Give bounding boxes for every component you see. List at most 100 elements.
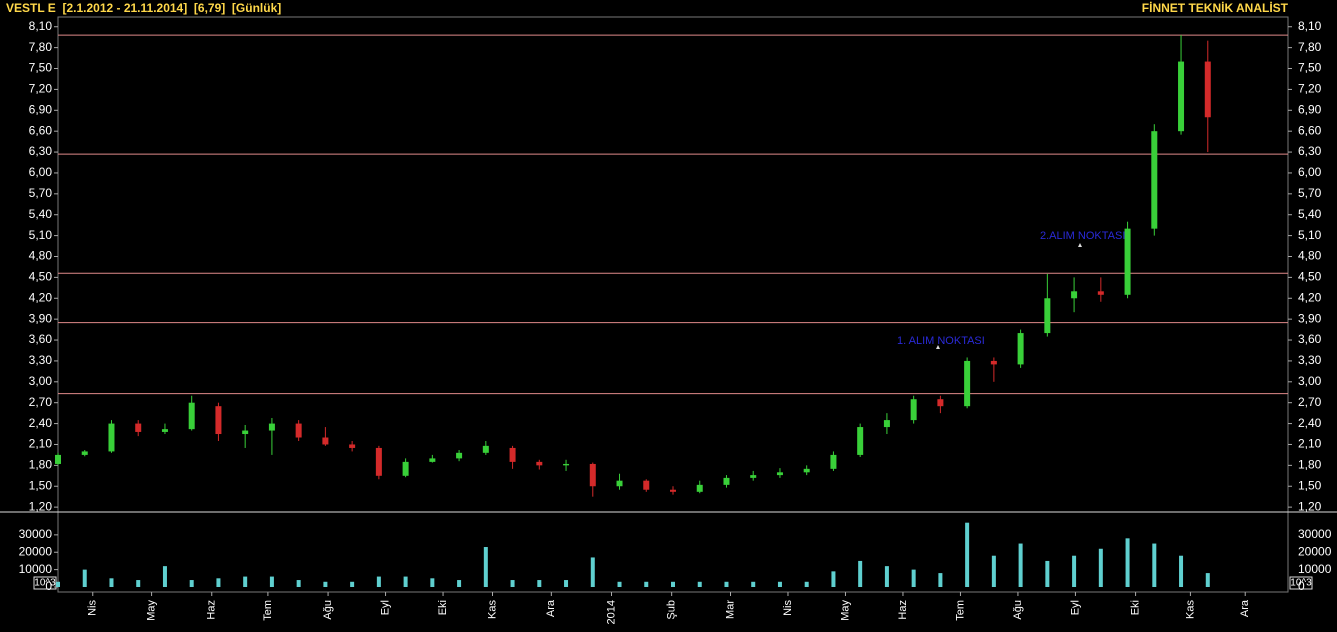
candle-body [670, 489, 676, 492]
unit-box [1289, 576, 1313, 590]
y-tick-label: 4,20 [1298, 290, 1322, 304]
volume-bar [350, 581, 355, 587]
volume-bar [216, 578, 221, 587]
y-tick-label: 4,50 [1298, 270, 1322, 284]
candle-body [322, 437, 329, 445]
candle-body [563, 463, 570, 466]
y-tick-label: 5,70 [29, 186, 53, 200]
candle-body [1178, 61, 1185, 132]
x-tick-label: Ara [545, 599, 557, 617]
x-tick-label: Nis [782, 600, 794, 616]
candle-body [857, 427, 864, 455]
y-tick-label: 4,80 [29, 249, 53, 263]
y-tick-label: 2,70 [1298, 395, 1322, 409]
x-tick-label: 2014 [605, 600, 617, 624]
candle-body [696, 484, 703, 492]
unit-label: 10^3 [34, 578, 56, 589]
y-tick-label: 6,00 [1298, 165, 1322, 179]
volume-bar [671, 581, 675, 587]
x-tick-label: Şub [666, 600, 678, 620]
x-tick-label: Eyl [379, 600, 391, 615]
candle-body [776, 472, 783, 476]
unit-label: 10^3 [1290, 578, 1312, 589]
volume-bar [777, 581, 782, 587]
volume-bar [457, 580, 462, 587]
volume-bar [724, 581, 729, 587]
volume-bar [991, 555, 996, 587]
volume-bar [590, 557, 595, 587]
x-tick-label: Tem [262, 600, 274, 621]
y-tick-label: 3,60 [29, 332, 53, 346]
candle-body [55, 454, 61, 464]
y-tick-label: 7,50 [29, 61, 53, 75]
x-tick-label: Eki [1129, 600, 1141, 615]
y-tick-label: 6,60 [1298, 123, 1322, 137]
volume-bar [403, 576, 408, 587]
volume-bar [510, 580, 515, 587]
y-tick-label: 30000 [1298, 527, 1332, 541]
candle-body [81, 451, 88, 455]
y-tick-label: 6,90 [1298, 102, 1322, 116]
annotation-marker [1078, 243, 1082, 247]
volume-bar [831, 571, 836, 587]
y-tick-label: 3,30 [29, 353, 53, 367]
y-tick-label: 2,10 [29, 437, 53, 451]
y-tick-label: 3,90 [29, 311, 53, 325]
candle-body [482, 445, 489, 453]
candle-body [402, 461, 409, 476]
y-tick-label: 6,30 [1298, 144, 1322, 158]
volume-bar [376, 576, 381, 587]
candle-body [456, 452, 463, 459]
x-tick-label: May [839, 600, 851, 621]
y-tick-label: 5,40 [29, 207, 53, 221]
volume-bar [1125, 538, 1130, 587]
volume-bar [189, 580, 194, 587]
y-tick-label: 4,80 [1298, 249, 1322, 263]
candle-body [135, 423, 142, 432]
candle-body [803, 468, 810, 473]
y-tick-label: 6,00 [29, 165, 53, 179]
y-tick-label: 3,00 [1298, 374, 1322, 388]
volume-bar [1018, 543, 1023, 587]
volume-bar [751, 581, 756, 587]
candle-body [643, 480, 650, 490]
y-tick-label: 3,60 [1298, 332, 1322, 346]
y-tick-label: 20000 [19, 544, 53, 558]
candle-body [723, 477, 730, 485]
y-tick-label: 7,80 [29, 40, 53, 54]
volume-bar [269, 576, 274, 587]
y-tick-label: 6,60 [29, 123, 53, 137]
volume-bar [1072, 555, 1077, 587]
annotation: 1. ALIM NOKTASI [897, 335, 985, 347]
volume-bar [965, 522, 970, 587]
x-tick-label: Nis [87, 600, 99, 616]
candle-body [883, 420, 890, 428]
annotation: 2.ALIM NOKTASI [1040, 230, 1125, 242]
y-tick-label: 20000 [1298, 544, 1332, 558]
candle-body [509, 447, 516, 462]
volume-bar [243, 576, 248, 587]
annotation-marker [936, 345, 940, 349]
y-tick-label: 0 [1298, 579, 1305, 593]
y-tick-label: 7,20 [29, 82, 53, 96]
y-tick-label: 2,40 [29, 416, 53, 430]
candle-body [830, 454, 837, 469]
volume-bar [858, 560, 863, 587]
x-tick-label: Eki [437, 600, 449, 615]
candle-body [429, 458, 436, 462]
volume-bar [162, 566, 167, 587]
x-tick-label: Haz [206, 600, 218, 620]
volume-bar [804, 581, 809, 587]
volume-bar [1098, 548, 1103, 587]
y-tick-label: 4,50 [29, 270, 53, 284]
candle-body [1204, 61, 1211, 118]
x-tick-label: Mar [724, 600, 736, 619]
y-tick-label: 5,10 [29, 228, 53, 242]
y-tick-label: 7,20 [1298, 82, 1322, 96]
y-tick-label: 2,10 [1298, 437, 1322, 451]
candle-body [536, 461, 543, 466]
y-tick-label: 0 [45, 579, 52, 593]
candle-body [188, 402, 195, 430]
